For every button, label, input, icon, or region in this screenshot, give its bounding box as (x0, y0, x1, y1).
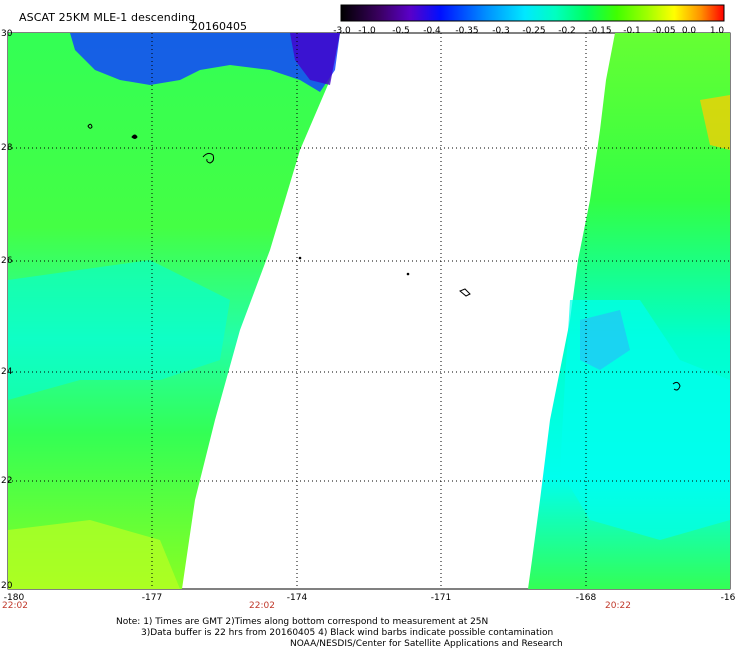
colorbar-label: -0.25 (522, 26, 546, 36)
island-outlines (87, 123, 681, 391)
colorbar-label: -1.0 (358, 26, 376, 36)
left-swath-cyan-patch (8, 260, 230, 400)
time-label: 20:22 (605, 601, 631, 611)
note-line-3: NOAA/NESDIS/Center for Satellite Applica… (290, 639, 563, 649)
note-line-1: Note: 1) Times are GMT 2)Times along bot… (116, 617, 489, 627)
left-swath-deep-blue-patch (290, 33, 340, 85)
colorbar-label: -0.15 (588, 26, 612, 36)
colorbar-label: -0.3 (492, 26, 510, 36)
time-label: 22:02 (2, 601, 28, 611)
y-axis-label: 30 (1, 29, 13, 39)
grid (8, 33, 730, 589)
y-axis-label: 26 (1, 256, 13, 266)
colorbar (340, 4, 725, 22)
y-axis-label: 22 (1, 476, 13, 486)
x-axis-label: -180 (3, 593, 25, 603)
y-axis-label: 28 (1, 143, 13, 153)
colorbar-label: -0.4 (423, 26, 441, 36)
colorbar-label: -3.0 (333, 26, 351, 36)
x-axis-label: -174 (286, 593, 308, 603)
y-axis-label: 20 (1, 581, 13, 591)
note-line-2: 3)Data buffer is 22 hrs from 20160405 4)… (141, 628, 554, 638)
left-swath-yellow-patch (8, 520, 180, 589)
chart-date: 20160405 (191, 20, 247, 33)
colorbar-label: -0.35 (455, 26, 479, 36)
x-axis-label: -16 (720, 593, 736, 603)
y-axis-label: 24 (1, 367, 13, 377)
chart-title: ASCAT 25KM MLE-1 descending (19, 11, 196, 24)
colorbar-label: -0.5 (392, 26, 410, 36)
right-swath-orange-patch (700, 95, 730, 150)
right-swath-blue-patch (580, 310, 630, 370)
x-axis-label: -168 (575, 593, 597, 603)
colorbar-label: 0.0 (681, 26, 697, 36)
left-swath-blue-patch (70, 33, 340, 92)
colorbar-label: 1.0 (709, 26, 725, 36)
x-axis-label: -177 (141, 593, 163, 603)
time-label: 22:02 (249, 601, 275, 611)
colorbar-label: -0.2 (558, 26, 576, 36)
colorbar-label: -0.05 (652, 26, 676, 36)
colorbar-label: -0.1 (623, 26, 641, 36)
colorbar-labels: -3.0 -1.0 -0.5 -0.4 -0.35 -0.3 -0.25 -0.… (333, 26, 730, 38)
x-axis-label: -171 (430, 593, 452, 603)
